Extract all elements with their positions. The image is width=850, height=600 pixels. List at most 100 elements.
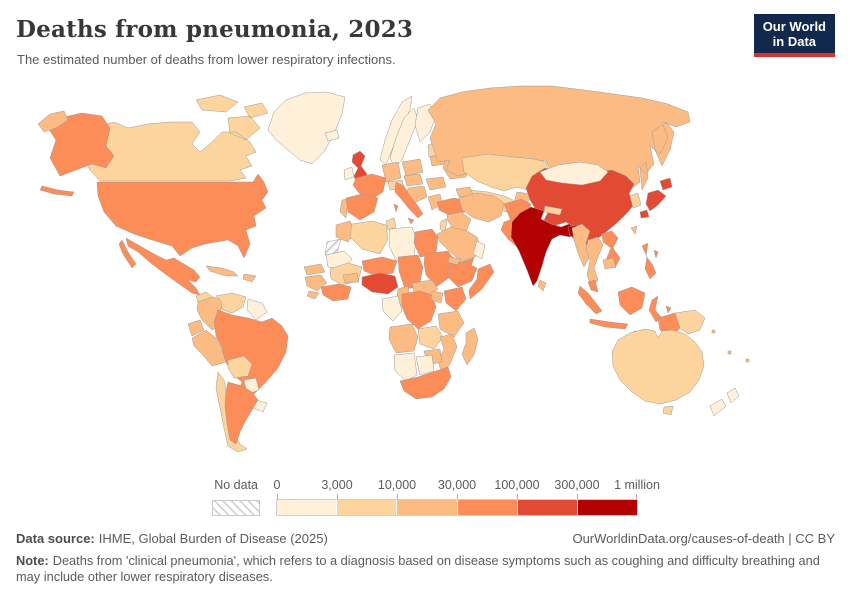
country-malaysia[interactable] [587, 279, 599, 293]
world-map [37, 85, 750, 453]
legend-bucket-swatch[interactable] [457, 500, 518, 515]
legend-tick-label: 1 million [614, 478, 660, 492]
legend-tick-label: 10,000 [377, 478, 417, 492]
data-source-text: IHME, Global Burden of Disease (2025) [98, 531, 328, 546]
country-ireland[interactable] [343, 166, 355, 181]
country-ivory-coast-ghana[interactable] [320, 283, 352, 302]
legend-tick [457, 494, 458, 500]
legend-tick [636, 494, 637, 500]
legend-tick [337, 494, 338, 500]
country-iran[interactable] [458, 192, 505, 223]
legend-bucket-swatch[interactable] [277, 500, 338, 515]
data-source: Data source: IHME, Global Burden of Disea… [16, 531, 328, 546]
legend-tick-label: 0 [273, 478, 281, 492]
legend-tick-label: 3,000 [321, 478, 353, 492]
country-brazil[interactable] [213, 309, 289, 403]
source-link[interactable]: OurWorldinData.org/causes-of-death | CC … [572, 531, 835, 546]
country-mongolia[interactable] [539, 161, 609, 186]
footer-note: Note: Deaths from 'clinical pneumonia', w… [16, 553, 830, 584]
country-canada[interactable] [79, 94, 269, 182]
country-greenland[interactable] [267, 91, 346, 165]
footer-note-text: Deaths from 'clinical pneumonia', which … [16, 553, 820, 584]
country-algeria[interactable] [349, 220, 389, 255]
legend-tick [517, 494, 518, 500]
country-romania[interactable] [425, 176, 447, 191]
country-iceland[interactable] [324, 129, 340, 142]
country-pacific-islands[interactable] [711, 329, 750, 363]
country-hispaniola[interactable] [242, 273, 257, 283]
legend-tick-label: 300,000 [554, 478, 600, 492]
country-ecuador[interactable] [187, 319, 205, 337]
country-central-europe[interactable] [403, 173, 424, 187]
country-mexico[interactable] [118, 237, 201, 296]
country-south-africa[interactable] [399, 366, 452, 400]
legend-bucket-swatch[interactable] [337, 500, 398, 515]
owid-logo-box: Our World in Data [753, 14, 835, 53]
legend: No data 0 3,000 10,000 30,000 100,000 30… [0, 478, 850, 518]
country-cambodia[interactable] [602, 257, 617, 270]
country-sierra-leone-liberia[interactable] [306, 290, 320, 300]
country-japan[interactable] [639, 177, 673, 219]
country-cuba[interactable] [205, 265, 239, 277]
country-kenya[interactable] [443, 286, 467, 312]
country-nigeria[interactable] [361, 272, 399, 295]
country-thailand[interactable] [585, 236, 604, 289]
legend-color-bar [276, 499, 638, 516]
country-taiwan[interactable] [630, 225, 638, 235]
country-sri-lanka[interactable] [537, 279, 547, 292]
country-angola[interactable] [388, 323, 419, 354]
country-ethiopia[interactable] [447, 261, 478, 288]
legend-bucket-swatch[interactable] [577, 500, 638, 515]
country-niger[interactable] [361, 256, 398, 277]
country-france[interactable] [352, 173, 387, 200]
legend-tick-label: 100,000 [494, 478, 540, 492]
country-germany[interactable] [381, 161, 402, 183]
country-tunisia[interactable] [385, 217, 397, 231]
legend-bucket-swatch[interactable] [517, 500, 578, 515]
country-tanzania[interactable] [437, 310, 465, 338]
country-argentina[interactable] [224, 381, 259, 445]
country-drc[interactable] [401, 290, 437, 330]
country-somalia[interactable] [468, 263, 495, 300]
legend-tick [577, 494, 578, 500]
country-oman[interactable] [472, 240, 486, 260]
country-sudan[interactable] [423, 250, 456, 288]
country-philippines[interactable] [641, 242, 659, 280]
country-italy[interactable] [393, 181, 424, 225]
country-senegal[interactable] [303, 263, 326, 276]
country-papua-new-guinea[interactable] [674, 309, 706, 335]
data-source-label: Data source: [16, 531, 95, 546]
legend-bucket-swatch[interactable] [397, 500, 458, 515]
country-gabon-congo[interactable] [381, 295, 403, 322]
country-indonesia[interactable] [577, 285, 681, 338]
owid-logo-line2: in Data [772, 34, 817, 49]
legend-no-data-label: No data [214, 478, 258, 492]
country-botswana[interactable] [415, 354, 435, 376]
legend-tick [397, 494, 398, 500]
country-south-korea[interactable] [629, 192, 642, 209]
country-namibia[interactable] [393, 352, 418, 382]
owid-logo-line1: Our World [762, 19, 826, 34]
country-venezuela[interactable] [215, 292, 247, 314]
country-guyana-suriname[interactable] [246, 298, 268, 321]
legend-no-data-swatch[interactable] [212, 500, 260, 516]
legend-tick-label: 30,000 [437, 478, 477, 492]
country-vietnam-laos[interactable] [601, 230, 621, 269]
country-india[interactable] [510, 206, 577, 287]
country-madagascar[interactable] [461, 327, 479, 366]
country-zambia[interactable] [417, 325, 444, 350]
page-title: Deaths from pneumonia, 2023 [16, 16, 414, 43]
owid-logo-red-strip [753, 53, 835, 57]
country-australia[interactable] [611, 328, 705, 416]
country-uganda[interactable] [430, 290, 444, 304]
country-bolivia[interactable] [227, 355, 253, 379]
footer: Data source: IHME, Global Burden of Disea… [16, 531, 835, 546]
country-nepal[interactable] [543, 205, 563, 216]
country-burkina-faso[interactable] [342, 272, 360, 284]
country-norway[interactable] [379, 95, 413, 166]
owid-logo[interactable]: Our World in Data [753, 14, 835, 57]
country-poland[interactable] [401, 158, 424, 177]
page-subtitle: The estimated number of deaths from lowe… [17, 52, 396, 67]
country-new-zealand[interactable] [709, 387, 740, 417]
country-spain[interactable] [345, 193, 379, 221]
